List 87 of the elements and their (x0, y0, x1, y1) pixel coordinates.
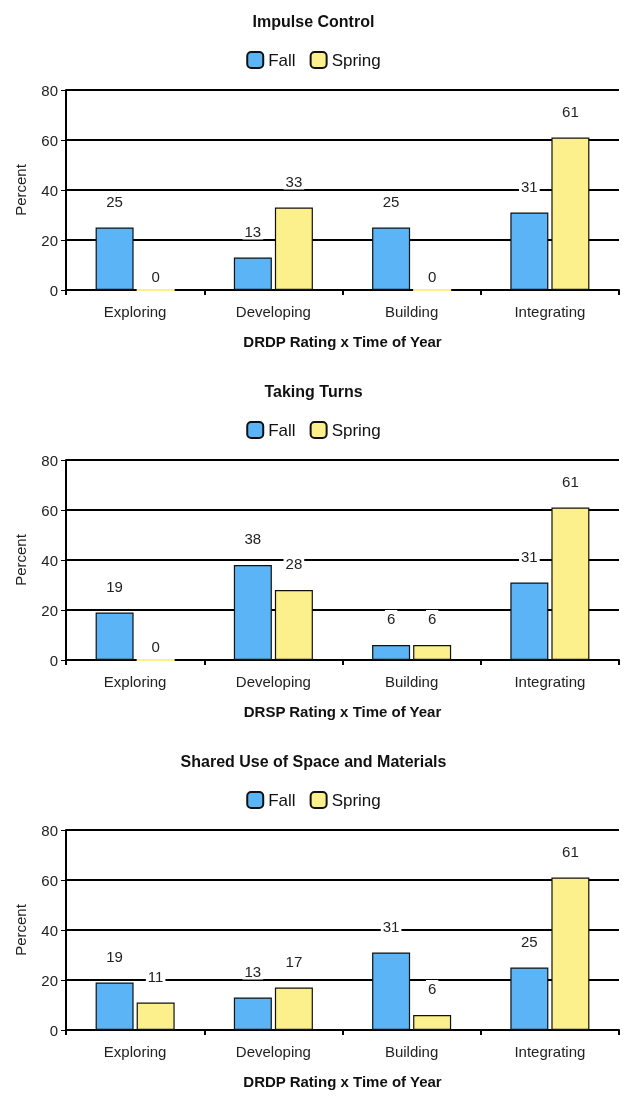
x-tick-label: Building (384, 673, 439, 690)
data-label: 6 (427, 610, 437, 627)
x-axis-title: DRDP Rating x Time of Year (243, 1073, 442, 1090)
data-label: 25 (521, 932, 538, 950)
bar (233, 997, 272, 1030)
y-tick-label: 80 (41, 81, 58, 99)
legend-label: Spring (331, 420, 381, 440)
data-label: 38 (244, 530, 262, 547)
y-tick-label: 0 (49, 1021, 58, 1039)
bar (95, 612, 134, 660)
y-tick-label: 20 (41, 971, 58, 989)
x-tick-label: Integrating (514, 303, 586, 320)
chart-title: Taking Turns (264, 382, 363, 400)
data-label: 11 (147, 967, 164, 985)
legend-label: Fall (268, 50, 296, 70)
bar (274, 590, 313, 660)
legend-label: Spring (331, 50, 381, 70)
x-tick-label: Integrating (514, 673, 586, 690)
data-label: 31 (382, 917, 400, 935)
x-tick-label: Integrating (514, 1043, 586, 1060)
y-tick-label: 40 (41, 181, 58, 199)
data-label: 25 (382, 192, 400, 210)
data-label: 6 (386, 610, 396, 627)
y-tick-label: 20 (41, 231, 58, 249)
bar (274, 207, 313, 290)
bar (510, 967, 549, 1030)
bar (95, 227, 134, 290)
legend-label: Spring (331, 790, 381, 810)
legend-label: Fall (268, 790, 296, 810)
x-tick-label: Developing (235, 673, 311, 690)
x-axis-title: DRDP Rating x Time of Year (243, 333, 442, 350)
bar (136, 1002, 175, 1030)
y-axis-title: Percent (12, 163, 29, 216)
x-tick-label: Developing (235, 1043, 311, 1060)
data-label: 0 (151, 638, 160, 655)
bar (233, 257, 272, 290)
bar (510, 212, 549, 290)
data-label: 28 (285, 555, 303, 572)
y-tick-label: 60 (41, 501, 58, 519)
data-label: 19 (106, 947, 123, 965)
x-tick-label: Building (384, 1043, 439, 1060)
x-tick-label: Exploring (103, 303, 167, 320)
y-tick-label: 20 (41, 601, 58, 619)
y-tick-label: 40 (41, 551, 58, 569)
data-label: 61 (562, 842, 579, 860)
x-tick-label: Building (384, 303, 439, 320)
legend-label: Fall (268, 420, 296, 440)
data-label: 31 (521, 177, 538, 195)
data-label: 17 (285, 952, 303, 970)
data-label: 61 (562, 472, 579, 490)
y-tick-label: 60 (41, 871, 58, 889)
bar (372, 227, 411, 290)
x-tick-label: Developing (235, 303, 311, 320)
bar (551, 137, 590, 290)
chart-title: Impulse Control (252, 12, 375, 30)
y-tick-label: 40 (41, 921, 58, 939)
data-label: 19 (106, 577, 123, 595)
data-label: 33 (285, 172, 303, 190)
data-label: 25 (106, 192, 123, 210)
bar (510, 582, 549, 660)
bar (372, 645, 411, 660)
bar (551, 877, 590, 1030)
y-tick-label: 80 (41, 821, 58, 839)
data-label: 6 (427, 980, 437, 997)
data-label: 13 (244, 222, 262, 240)
bar (413, 645, 452, 660)
y-axis-title: Percent (12, 533, 29, 586)
data-label: 0 (427, 268, 437, 285)
y-tick-label: 0 (49, 281, 58, 299)
x-tick-label: Exploring (103, 1043, 167, 1060)
bar (372, 952, 411, 1030)
bar (274, 987, 313, 1030)
data-label: 61 (562, 102, 579, 120)
chart-title: Shared Use of Space and Materials (180, 752, 447, 770)
y-tick-label: 0 (49, 651, 58, 669)
x-axis-title: DRSP Rating x Time of Year (243, 703, 442, 720)
y-tick-label: 80 (41, 451, 58, 469)
y-axis-title: Percent (12, 903, 29, 956)
bar (413, 1015, 452, 1030)
x-tick-label: Exploring (103, 673, 167, 690)
data-label: 31 (521, 547, 538, 565)
data-label: 13 (244, 962, 262, 980)
bar (551, 507, 590, 660)
y-tick-label: 60 (41, 131, 58, 149)
bar (233, 565, 272, 660)
bar (95, 982, 134, 1030)
data-label: 0 (151, 268, 160, 285)
